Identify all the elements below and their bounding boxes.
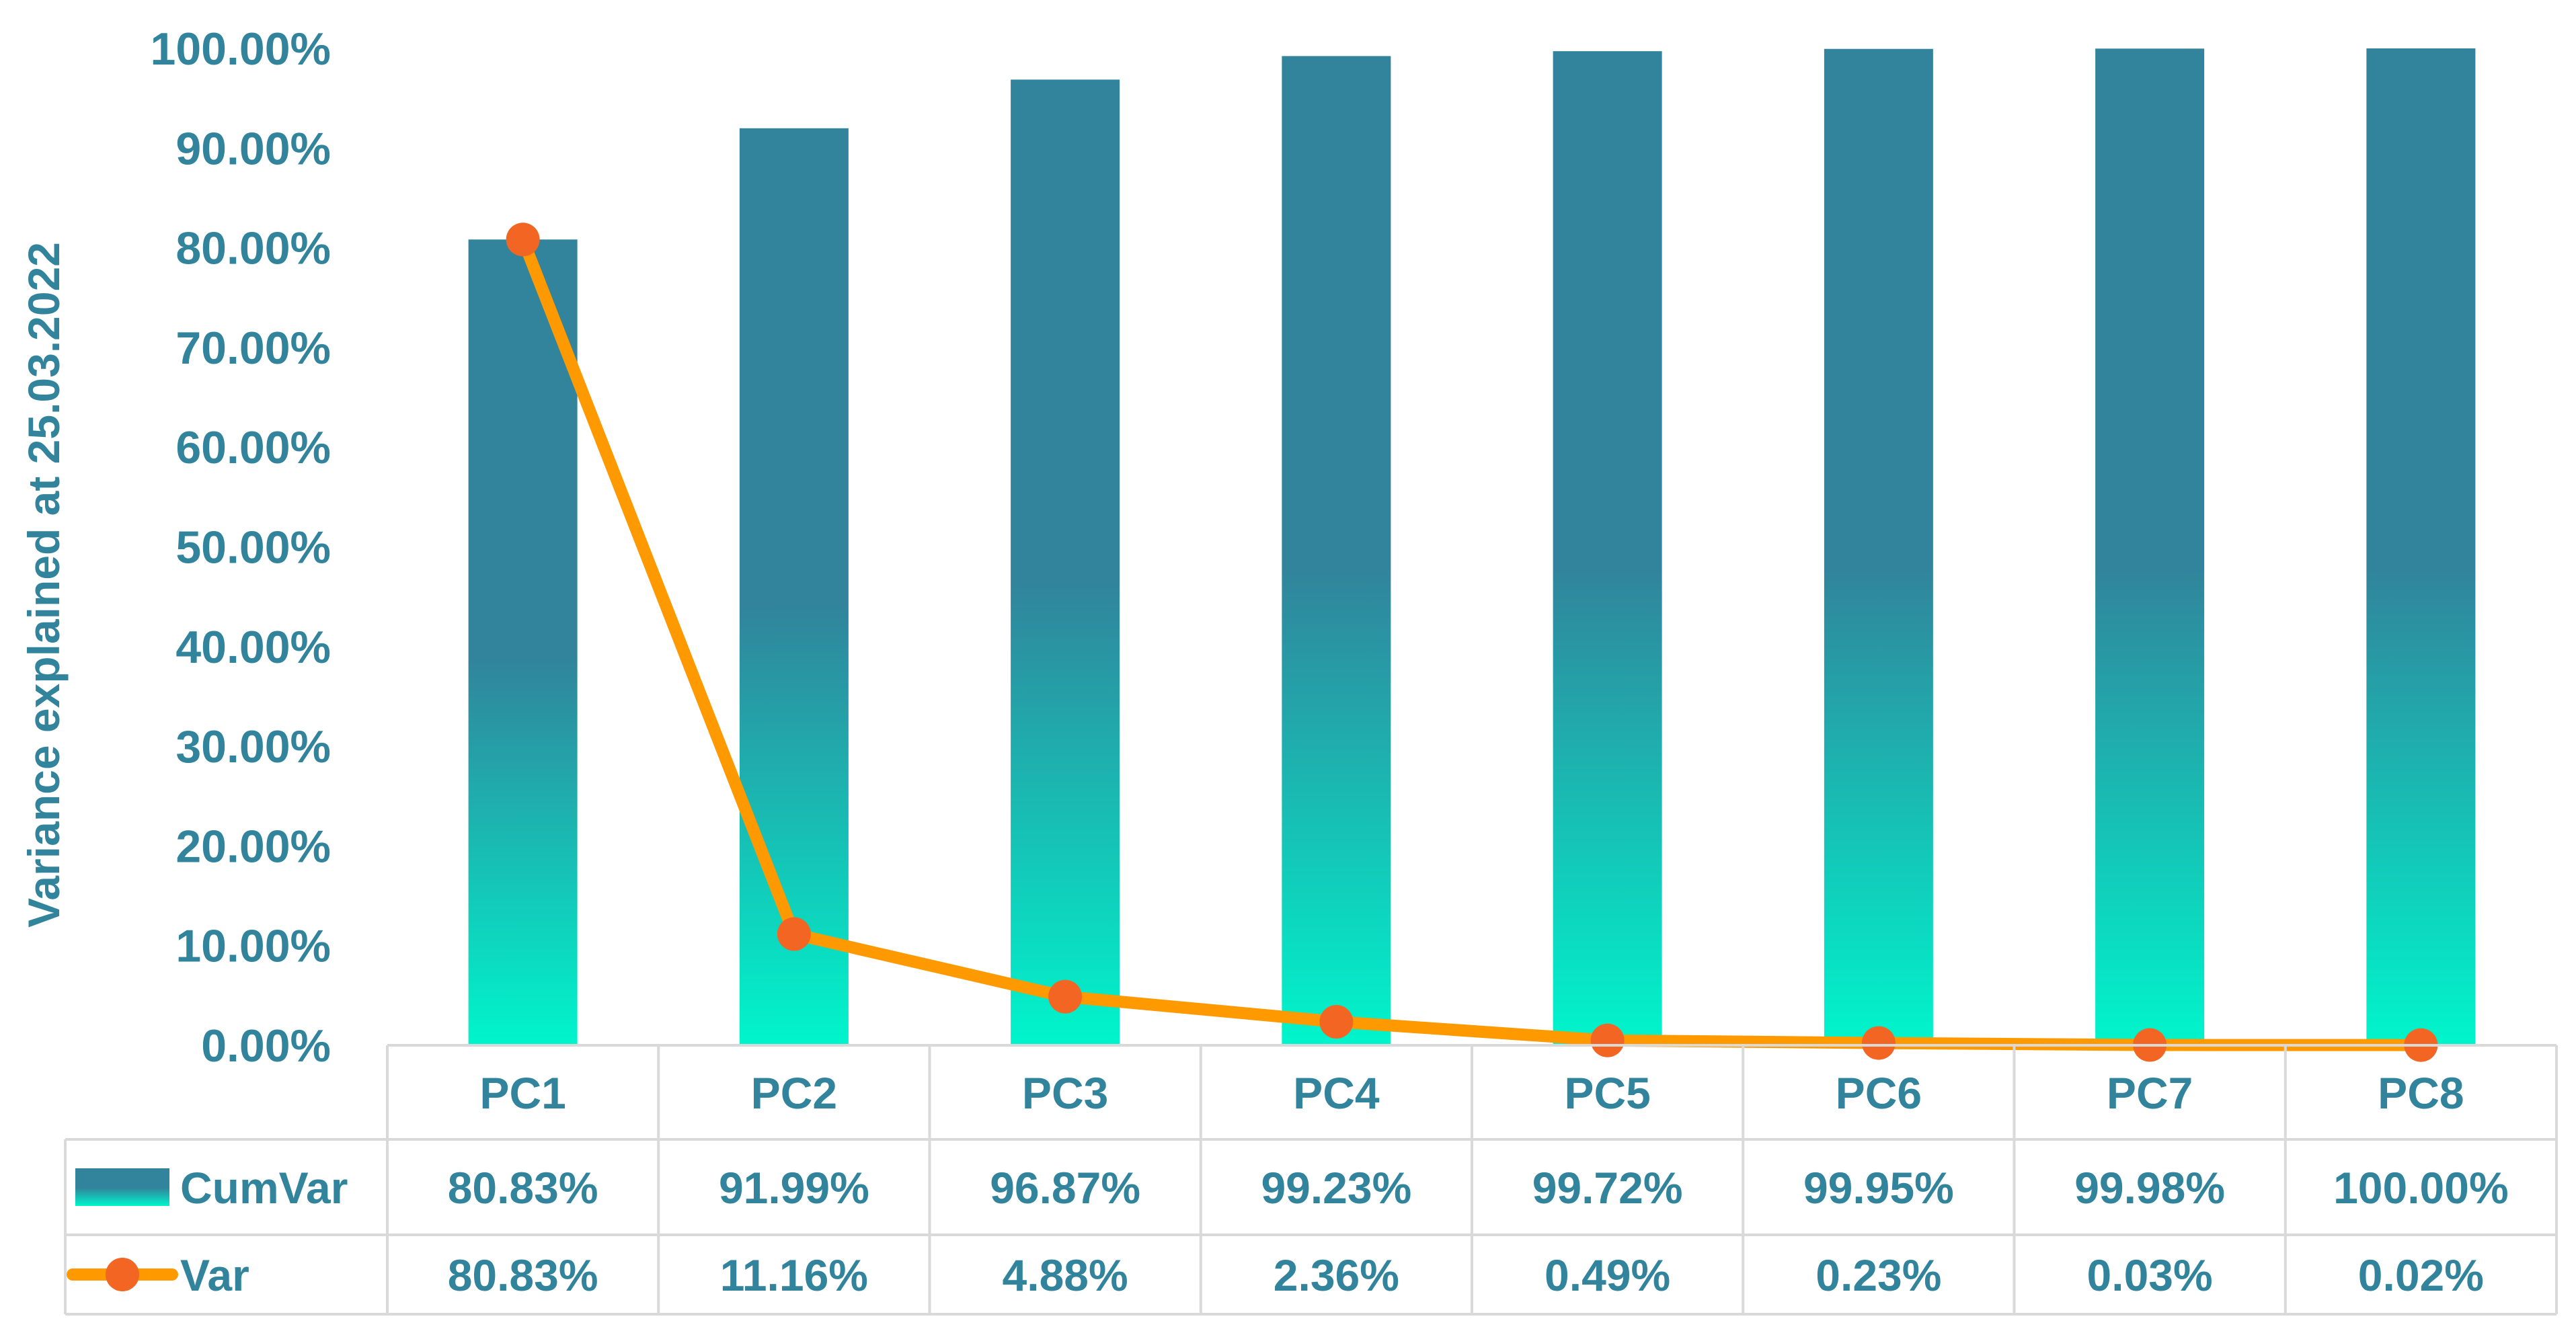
- x-tick-label: PC7: [2107, 1068, 2193, 1118]
- data-label: 80.83%: [448, 1250, 598, 1300]
- data-label: 91.99%: [719, 1163, 869, 1213]
- legend-key-var-marker: [106, 1258, 139, 1291]
- data-label: 0.23%: [1816, 1250, 1941, 1300]
- y-tick-label: 50.00%: [175, 522, 331, 573]
- y-tick-label: 60.00%: [175, 422, 331, 473]
- y-tick-label: 90.00%: [175, 123, 331, 174]
- data-label: 2.36%: [1274, 1250, 1399, 1300]
- data-label: 0.03%: [2087, 1250, 2213, 1300]
- y-tick-label: 40.00%: [175, 622, 331, 673]
- data-label: 0.02%: [2358, 1250, 2484, 1300]
- x-tick-label: PC6: [1836, 1068, 1922, 1118]
- var-marker: [1590, 1023, 1625, 1057]
- data-label: 99.72%: [1532, 1163, 1683, 1213]
- var-marker: [1319, 1005, 1354, 1039]
- data-label: 11.16%: [720, 1250, 868, 1300]
- var-marker: [777, 917, 811, 951]
- x-tick-label: PC3: [1022, 1068, 1108, 1118]
- data-label: 0.49%: [1545, 1250, 1670, 1300]
- y-axis-label: Variance explained at 25.03.2022: [19, 242, 69, 928]
- x-tick-label: PC1: [479, 1068, 565, 1118]
- cumvar-bars: [468, 48, 2476, 1046]
- y-tick-label: 0.00%: [201, 1020, 331, 1072]
- data-table: PC1 PC2 PC3 PC4 PC5 PC6 PC7 PC8 80.83% 91.99% 96.8…: [64, 1044, 2558, 1316]
- cumvar-bar: [2095, 48, 2205, 1045]
- legend-label-var: Var: [180, 1250, 249, 1300]
- y-tick-label: 30.00%: [175, 721, 331, 772]
- cumvar-bar: [739, 128, 849, 1045]
- legend-label-cumvar: CumVar: [180, 1163, 348, 1213]
- data-label: 99.98%: [2074, 1163, 2225, 1213]
- var-marker: [506, 223, 540, 257]
- x-tick-label: PC5: [1564, 1068, 1650, 1118]
- cumvar-bar: [1553, 51, 1662, 1046]
- cumvar-bar: [1282, 56, 1391, 1046]
- y-tick-labels: 0.00% 10.00% 20.00% 30.00% 40.00% 50.00% 60.00…: [151, 24, 331, 1072]
- y-tick-label: 20.00%: [175, 821, 331, 872]
- var-marker: [1861, 1026, 1896, 1060]
- cumvar-bar: [1824, 48, 1933, 1046]
- cumvar-bar: [468, 239, 578, 1045]
- data-label: 99.95%: [1803, 1163, 1954, 1213]
- x-tick-label: PC2: [751, 1068, 837, 1118]
- y-tick-label: 100.00%: [151, 24, 331, 75]
- y-tick-label: 70.00%: [175, 323, 331, 374]
- data-label: 80.83%: [448, 1163, 598, 1213]
- x-tick-label: PC4: [1293, 1068, 1380, 1118]
- data-label: 96.87%: [990, 1163, 1140, 1213]
- cumvar-bar: [1011, 79, 1120, 1046]
- data-label: 100.00%: [2333, 1163, 2509, 1213]
- x-tick-label: PC8: [2378, 1068, 2464, 1118]
- var-marker: [1048, 979, 1083, 1014]
- data-label: 99.23%: [1261, 1163, 1411, 1213]
- cumvar-bar: [2366, 48, 2476, 1045]
- data-label: 4.88%: [1003, 1250, 1128, 1300]
- y-tick-label: 80.00%: [175, 223, 331, 274]
- y-tick-label: 10.00%: [175, 921, 331, 972]
- legend-key-cumvar: [75, 1168, 169, 1206]
